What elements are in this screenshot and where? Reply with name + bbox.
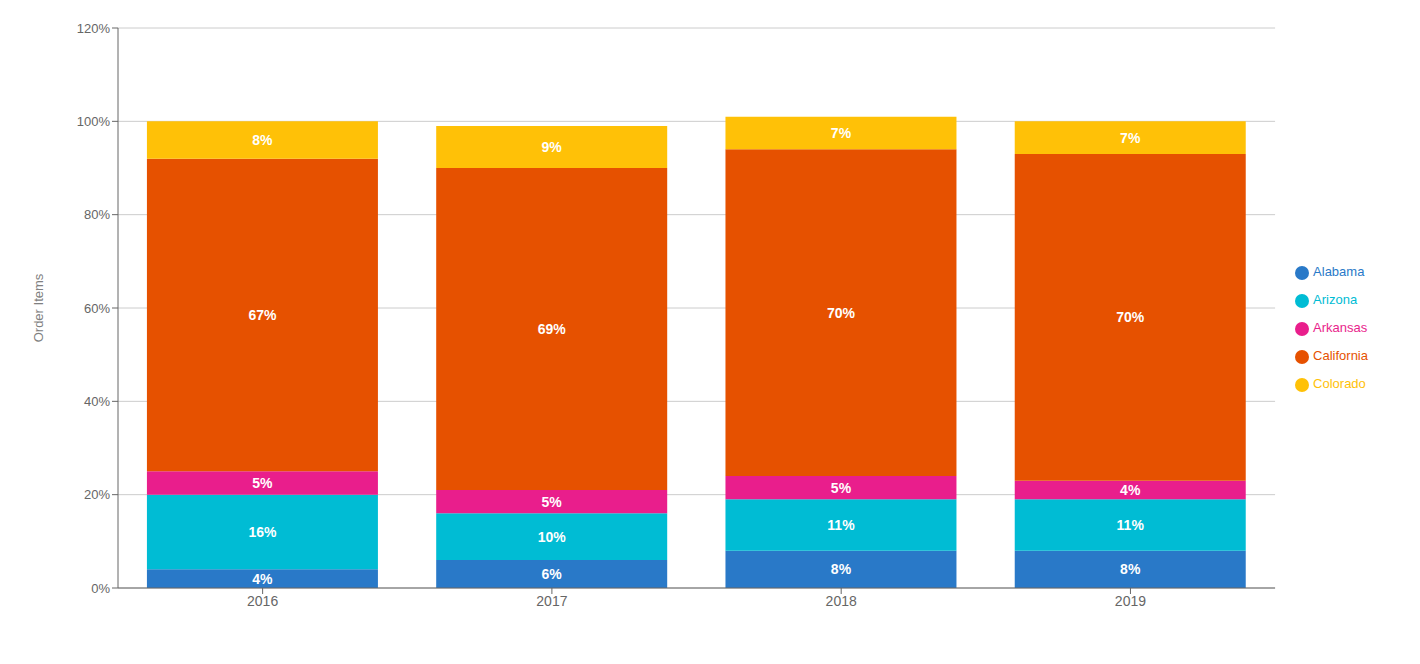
html-text:Colorado: Colorado xyxy=(1313,376,1366,391)
svg-text:0%: 0% xyxy=(91,581,110,596)
html-text:California: California xyxy=(1313,348,1368,363)
svg-text:11%: 11% xyxy=(1117,517,1145,533)
svg-text:9%: 9% xyxy=(542,139,563,155)
svg-text:16%: 16% xyxy=(248,524,277,540)
svg-text:Order Items: Order Items xyxy=(31,273,46,342)
svg-text:2017: 2017 xyxy=(536,593,567,609)
svg-text:20%: 20% xyxy=(84,487,110,502)
svg-text:70%: 70% xyxy=(1116,309,1145,325)
svg-text:80%: 80% xyxy=(84,207,110,222)
svg-text:60%: 60% xyxy=(84,301,110,316)
svg-text:40%: 40% xyxy=(84,394,110,409)
svg-text:8%: 8% xyxy=(831,561,852,577)
svg-text:7%: 7% xyxy=(1120,130,1141,146)
svg-text:2016: 2016 xyxy=(247,593,278,609)
svg-text:69%: 69% xyxy=(538,321,567,337)
svg-text:2018: 2018 xyxy=(826,593,857,609)
svg-text:11%: 11% xyxy=(827,517,855,533)
html-text:Arizona: Arizona xyxy=(1313,292,1358,307)
svg-text:10%: 10% xyxy=(538,529,567,545)
svg-text:6%: 6% xyxy=(542,566,563,582)
svg-text:8%: 8% xyxy=(1120,561,1141,577)
svg-text:100%: 100% xyxy=(77,114,111,129)
svg-text:4%: 4% xyxy=(252,571,273,587)
svg-text:2019: 2019 xyxy=(1115,593,1146,609)
svg-text:8%: 8% xyxy=(252,132,273,148)
svg-text:4%: 4% xyxy=(1120,482,1141,498)
svg-text:120%: 120% xyxy=(77,21,111,36)
svg-text:5%: 5% xyxy=(831,480,852,496)
svg-text:70%: 70% xyxy=(827,305,856,321)
svg-text:7%: 7% xyxy=(831,125,852,141)
svg-text:5%: 5% xyxy=(252,475,273,491)
html-text:Arkansas: Arkansas xyxy=(1313,320,1368,335)
svg-text:5%: 5% xyxy=(542,494,563,510)
svg-text:67%: 67% xyxy=(248,307,277,323)
html-text:Alabama: Alabama xyxy=(1313,264,1365,279)
